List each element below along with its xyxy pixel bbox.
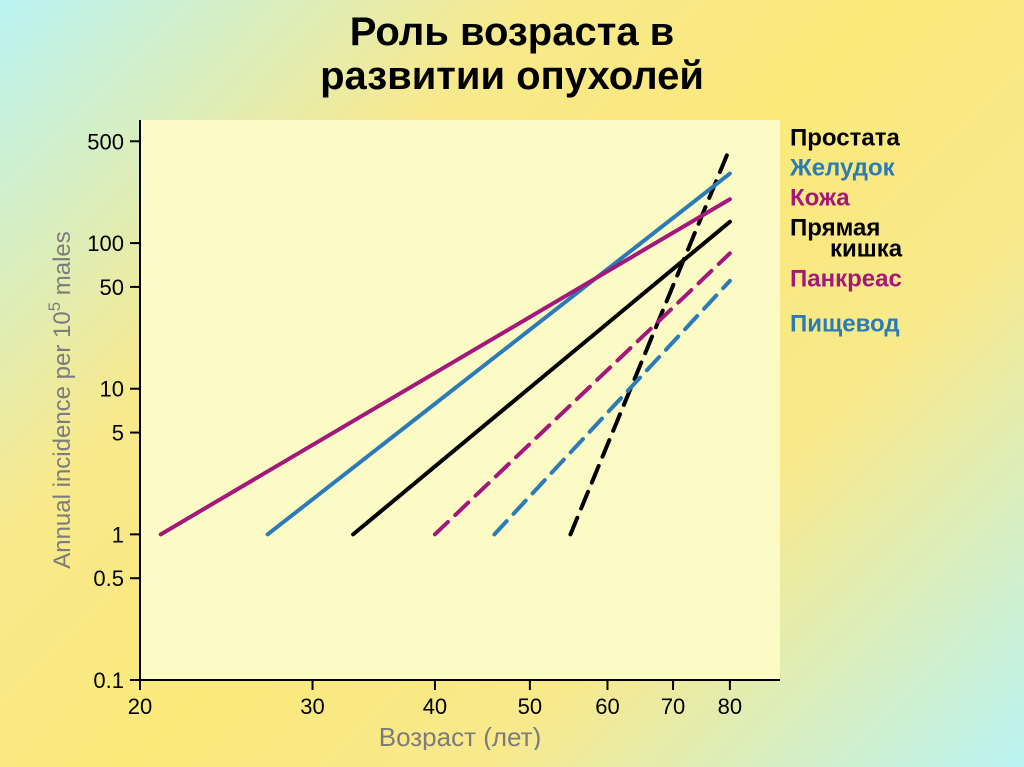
title-line-1: Роль возраста в — [350, 10, 675, 54]
y-tick-label: 100 — [87, 231, 124, 256]
slide-background: Роль возраста в развитии опухолей 20 30 40… — [0, 0, 1024, 767]
series-label: Простата — [790, 124, 900, 151]
slide-title: Роль возраста в развитии опухолей — [0, 10, 1024, 98]
x-tick-label: 20 — [128, 694, 152, 719]
x-tick-label: 40 — [423, 694, 447, 719]
y-tick-label: 1 — [112, 522, 124, 547]
y-tick-label: 10 — [100, 377, 124, 402]
series-label: кишка — [830, 235, 903, 262]
x-axis-label: Возраст (лет) — [379, 722, 541, 750]
plot-area — [140, 120, 780, 680]
incidence-chart: 20 30 40 50 60 70 80 0.1 0.5 1 5 10 50 100 500 Возраст … — [40, 110, 1000, 750]
y-tick-label: 5 — [112, 421, 124, 446]
y-axis-label: Annual incidence per 105 males — [45, 231, 76, 569]
x-tick-label: 60 — [595, 694, 619, 719]
x-tick-label: 50 — [518, 694, 542, 719]
y-tick-label: 0.1 — [93, 668, 124, 693]
x-tick-label: 70 — [661, 694, 685, 719]
series-label: Кожа — [790, 184, 850, 211]
title-line-2: развитии опухолей — [320, 54, 704, 98]
y-tick-label: 0.5 — [93, 566, 124, 591]
series-label: Желудок — [789, 154, 896, 181]
series-label: Панкреас — [790, 265, 902, 292]
series-label: Пищевод — [790, 310, 900, 337]
y-tick-label: 50 — [100, 275, 124, 300]
x-tick-label: 80 — [718, 694, 742, 719]
y-tick-label: 500 — [87, 129, 124, 154]
x-tick-label: 30 — [300, 694, 324, 719]
